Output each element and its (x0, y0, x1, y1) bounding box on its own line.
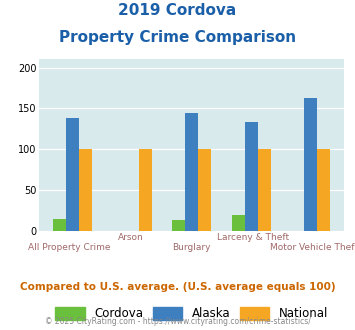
Bar (185, 113, 198, 231)
Text: All Property Crime: All Property Crime (28, 243, 111, 251)
Text: 2019 Cordova: 2019 Cordova (118, 3, 237, 18)
Text: © 2025 CityRating.com - https://www.cityrating.com/crime-statistics/: © 2025 CityRating.com - https://www.city… (45, 317, 310, 326)
Bar (139, 149, 152, 231)
Text: Property Crime Comparison: Property Crime Comparison (59, 30, 296, 45)
Text: Arson: Arson (118, 233, 143, 242)
Legend: Cordova, Alaska, National: Cordova, Alaska, National (51, 302, 333, 325)
Text: Compared to U.S. average. (U.S. average equals 100): Compared to U.S. average. (U.S. average … (20, 282, 335, 292)
Bar (258, 149, 271, 231)
Bar (231, 215, 245, 231)
Bar (245, 122, 258, 231)
Bar (79, 149, 92, 231)
Bar (198, 149, 211, 231)
Text: Burglary: Burglary (173, 243, 211, 251)
Bar (53, 219, 66, 231)
Bar (317, 149, 331, 231)
Text: Larceny & Theft: Larceny & Theft (217, 233, 289, 242)
Bar (304, 98, 317, 231)
Bar (66, 118, 79, 231)
Text: Motor Vehicle Theft: Motor Vehicle Theft (270, 243, 355, 251)
Bar (172, 219, 185, 231)
